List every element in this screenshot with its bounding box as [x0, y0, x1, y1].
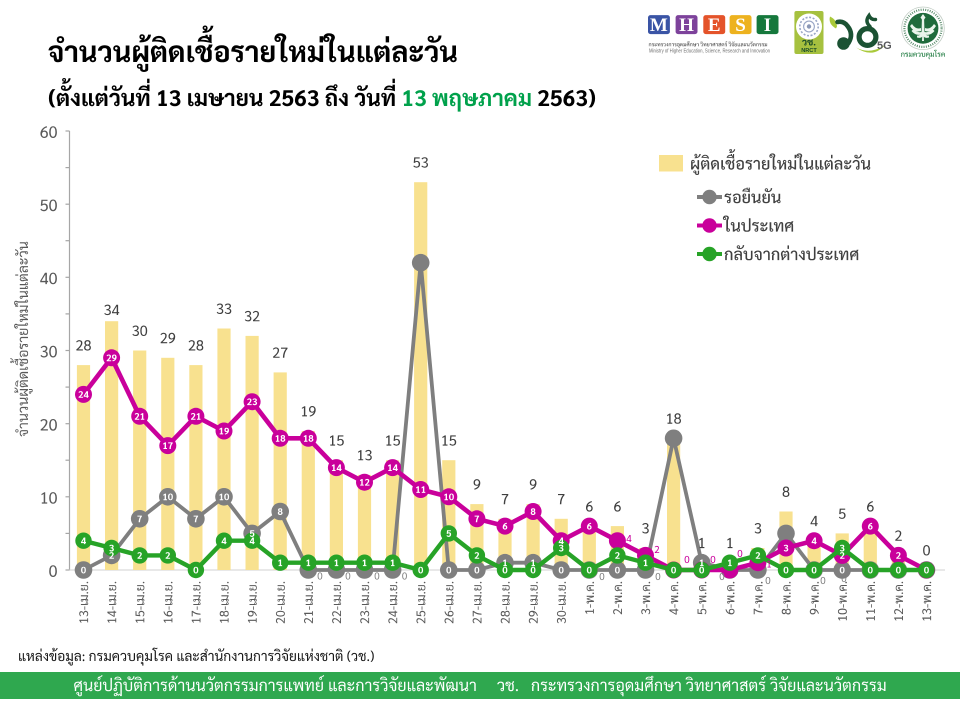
svg-text:H: H [679, 15, 694, 36]
svg-text:I: I [764, 15, 771, 36]
svg-text:M: M [650, 15, 668, 36]
svg-text:E: E [708, 15, 721, 36]
svg-text:S: S [735, 15, 746, 36]
svg-text:NRCT: NRCT [801, 48, 817, 54]
svg-text:Ministry of Higher Education,: Ministry of Higher Education, Science, R… [649, 49, 770, 55]
svg-text:5G: 5G [877, 40, 892, 52]
